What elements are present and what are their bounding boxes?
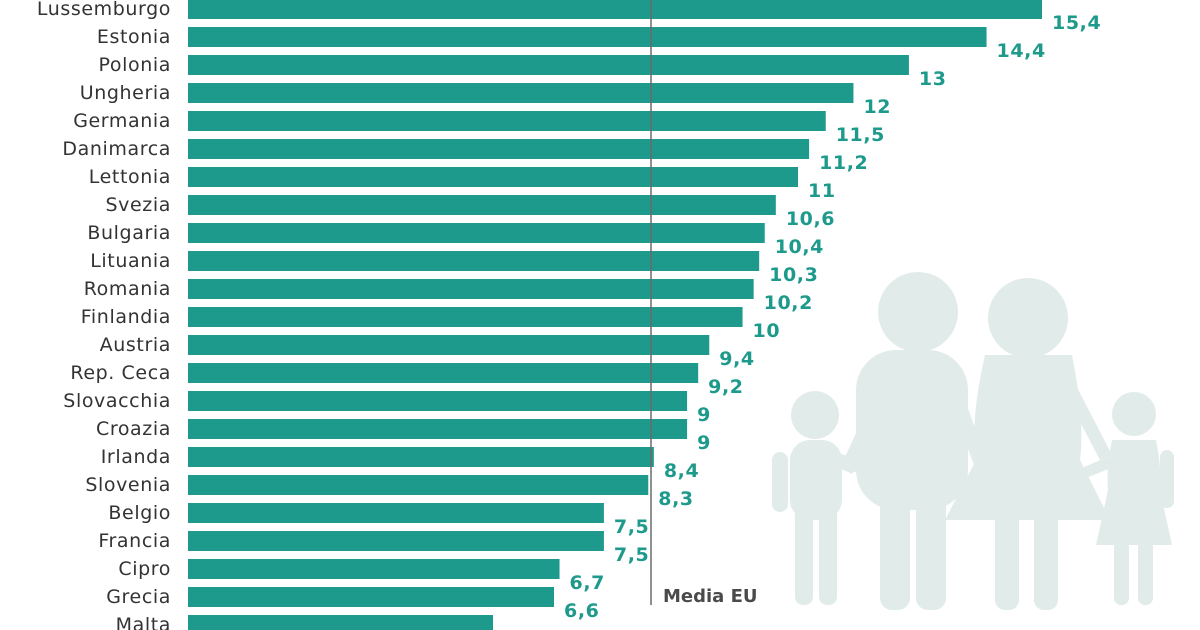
bars-group <box>188 0 1042 630</box>
value-label: 11 <box>808 180 836 202</box>
category-label: Slovenia <box>85 474 171 496</box>
bar-irlanda <box>188 447 654 467</box>
value-label: 10,6 <box>786 208 835 230</box>
value-label: 8,4 <box>664 460 699 482</box>
bar-slovacchia <box>188 391 688 411</box>
value-label: 13 <box>919 68 947 90</box>
category-labels-group: Lussemburgo Estonia Polonia Ungheria Germani… <box>37 0 171 630</box>
bar-austria <box>188 335 710 355</box>
category-label: Cipro <box>118 558 171 580</box>
category-label: Francia <box>98 530 171 552</box>
value-label: 12 <box>863 96 891 118</box>
value-label: 9,4 <box>719 348 754 370</box>
category-label: Romania <box>84 278 171 300</box>
category-label: Irlanda <box>101 446 171 468</box>
category-label: Polonia <box>99 54 171 76</box>
value-label: 9,2 <box>708 376 743 398</box>
value-label: 10 <box>753 320 781 342</box>
value-label: 15,4 <box>1052 12 1101 34</box>
value-label: 14,4 <box>997 40 1046 62</box>
bar-francia <box>188 531 604 551</box>
bar-malta <box>188 615 493 630</box>
category-label: Lituania <box>90 250 171 272</box>
bar-lituania <box>188 251 760 271</box>
category-label: Lussemburgo <box>37 0 171 20</box>
bar-cipro <box>188 559 560 579</box>
category-label: Svezia <box>106 194 172 216</box>
eu-average-label: Media EU <box>663 586 758 607</box>
bar-belgio <box>188 503 604 523</box>
bar-bulgaria <box>188 223 765 243</box>
category-label: Malta <box>116 614 171 630</box>
bar-croazia <box>188 419 688 439</box>
bar-lettonia <box>188 167 798 187</box>
category-label: Danimarca <box>62 138 171 160</box>
category-label: Austria <box>100 334 171 356</box>
bar-svezia <box>188 195 776 215</box>
value-label: 6,6 <box>564 600 599 622</box>
bar-romania <box>188 279 754 299</box>
category-label: Ungheria <box>80 82 171 104</box>
category-label: Grecia <box>106 586 171 608</box>
value-label: 8,3 <box>658 488 693 510</box>
bar-danimarca <box>188 139 810 159</box>
bar-finlandia <box>188 307 743 327</box>
bar-estonia <box>188 27 987 47</box>
category-label: Germania <box>73 110 171 132</box>
value-label: 9 <box>697 432 711 454</box>
value-label: 5,5 <box>503 628 538 630</box>
value-label: 10,3 <box>769 264 818 286</box>
value-labels-group: 15,4 14,4 13 12 11,5 11,2 11 10,6 10,4 10,3 10,2 10… <box>503 12 1101 630</box>
bar-lussemburgo <box>188 0 1042 19</box>
category-label: Belgio <box>108 502 171 524</box>
value-label: 10,2 <box>764 292 813 314</box>
category-label: Rep. Ceca <box>70 362 171 384</box>
bar-grecia <box>188 587 554 607</box>
value-label: 11,2 <box>819 152 868 174</box>
category-label: Finlandia <box>81 306 171 328</box>
bar-slovenia <box>188 475 649 495</box>
bar-ungheria <box>188 83 854 103</box>
category-label: Slovacchia <box>63 390 171 412</box>
value-label: 6,7 <box>570 572 605 594</box>
category-label: Estonia <box>97 26 171 48</box>
category-label: Lettonia <box>89 166 171 188</box>
category-label: Croazia <box>96 418 171 440</box>
bar-polonia <box>188 55 909 75</box>
value-label: 7,5 <box>614 544 649 566</box>
value-label: 7,5 <box>614 516 649 538</box>
value-label: 9 <box>697 404 711 426</box>
value-label: 10,4 <box>775 236 824 258</box>
bar-germania <box>188 111 826 131</box>
value-label: 11,5 <box>836 124 885 146</box>
category-label: Bulgaria <box>87 222 171 244</box>
family-silhouette-icon <box>772 272 1174 610</box>
bar-rep-ceca <box>188 363 699 383</box>
